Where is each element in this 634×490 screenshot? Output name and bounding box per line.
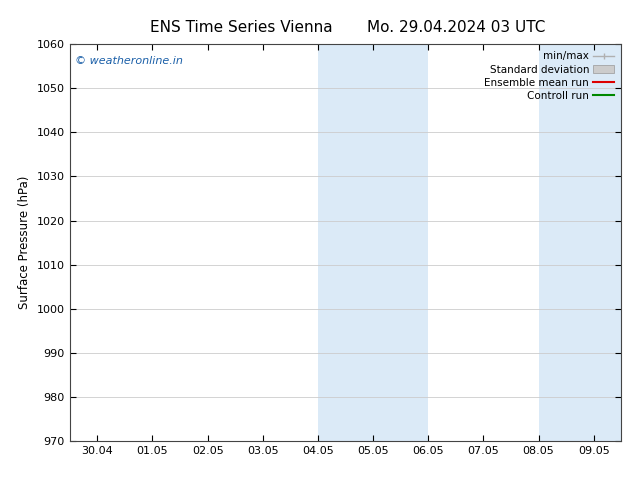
Text: © weatheronline.in: © weatheronline.in: [75, 56, 183, 66]
Text: Mo. 29.04.2024 03 UTC: Mo. 29.04.2024 03 UTC: [367, 20, 546, 35]
Legend: min/max, Standard deviation, Ensemble mean run, Controll run: min/max, Standard deviation, Ensemble me…: [482, 49, 616, 103]
Y-axis label: Surface Pressure (hPa): Surface Pressure (hPa): [18, 176, 31, 309]
Bar: [318, 44, 428, 441]
Text: ENS Time Series Vienna: ENS Time Series Vienna: [150, 20, 332, 35]
Bar: [538, 44, 634, 441]
